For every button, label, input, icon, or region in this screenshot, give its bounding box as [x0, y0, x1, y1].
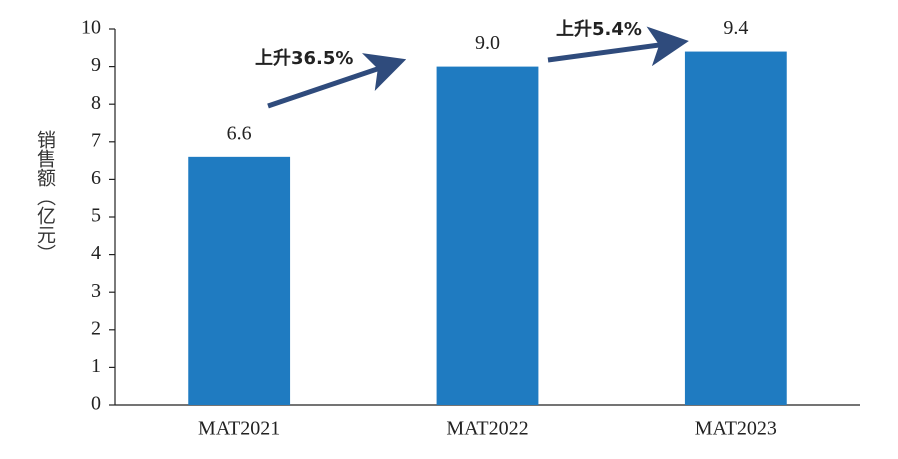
value-label: 9.0 [475, 32, 500, 54]
y-tick-label: 9 [91, 54, 101, 76]
y-tick-label: 4 [91, 242, 101, 264]
arrow [547, 26, 689, 67]
x-tick-label: MAT2021 [198, 418, 280, 440]
y-tick-label: 5 [91, 205, 101, 227]
value-label: 9.4 [723, 17, 748, 39]
y-tick-label: 7 [91, 129, 101, 151]
annotation: 上升36.5% [255, 48, 353, 69]
annotation: 上升5.4% [556, 19, 642, 40]
y-tick-label: 10 [81, 17, 101, 39]
bar [436, 66, 539, 405]
bar [188, 156, 291, 405]
y-tick-label: 2 [91, 317, 101, 339]
y-tick-label: 1 [91, 355, 101, 377]
x-tick-label: MAT2022 [446, 418, 528, 440]
y-tick-label: 8 [91, 92, 101, 114]
value-label: 6.6 [227, 122, 252, 144]
y-tick-label: 0 [91, 393, 101, 415]
x-tick-label: MAT2023 [695, 418, 777, 440]
bar [684, 51, 787, 406]
arrow [267, 53, 407, 109]
y-axis-label: 销售额（亿元） [34, 130, 56, 263]
y-tick-label: 6 [91, 167, 101, 189]
y-tick-label: 3 [91, 280, 101, 302]
